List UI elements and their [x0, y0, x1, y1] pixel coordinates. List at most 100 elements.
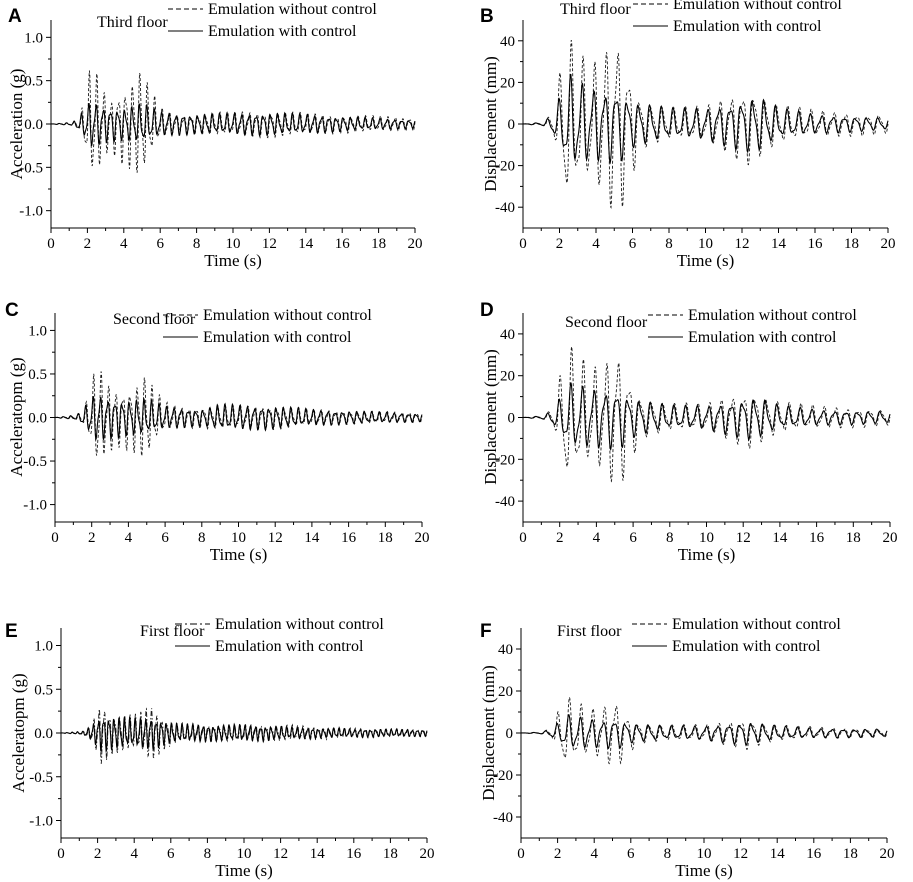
- legend-label: Emulation with control: [203, 329, 352, 346]
- x-tick-label: 16: [335, 236, 351, 252]
- legend-label: Emulation with control: [215, 638, 364, 655]
- y-axis-label: Acceleratopm (g): [7, 357, 26, 476]
- x-tick-label: 6: [629, 530, 637, 546]
- y-tick-label: 0: [506, 726, 514, 742]
- x-tick-label: 6: [161, 530, 169, 546]
- x-tick-label: 0: [519, 530, 527, 546]
- x-tick-label: 2: [88, 530, 96, 546]
- series-line-without-control: [522, 346, 891, 483]
- y-tick-label: 1.0: [34, 639, 53, 655]
- x-tick-label: 0: [51, 530, 59, 546]
- panel-letter: F: [480, 621, 492, 642]
- y-tick-label: 0.5: [34, 682, 53, 698]
- x-tick-label: 18: [844, 236, 859, 252]
- y-tick-label: -40: [495, 494, 515, 510]
- panel-letter: A: [8, 6, 22, 27]
- y-tick-label: 1.0: [28, 323, 47, 339]
- x-tick-label: 12: [273, 846, 288, 862]
- x-tick-label: 6: [629, 236, 637, 252]
- y-tick-label: 20: [500, 75, 515, 91]
- series-line-with-control: [60, 715, 428, 753]
- x-tick-label: 16: [806, 846, 822, 862]
- y-tick-label: 20: [498, 684, 513, 700]
- x-tick-label: 4: [125, 530, 133, 546]
- x-axis-label: Time (s): [215, 861, 272, 880]
- x-tick-label: 14: [310, 846, 326, 862]
- y-axis-label: Acceleration (g): [7, 69, 26, 180]
- x-tick-label: 14: [771, 236, 787, 252]
- panel-letter: E: [5, 621, 18, 642]
- x-tick-label: 8: [665, 236, 673, 252]
- x-tick-label: 16: [346, 846, 362, 862]
- x-tick-label: 6: [156, 236, 164, 252]
- legend-label: Emulation with control: [688, 329, 837, 346]
- legend-label: Emulation without control: [673, 0, 842, 13]
- legend-label: Emulation with control: [672, 638, 821, 655]
- x-tick-label: 10: [231, 530, 246, 546]
- y-tick-label: 40: [500, 327, 515, 343]
- y-tick-label: -0.5: [29, 770, 53, 786]
- x-tick-label: 2: [84, 236, 92, 252]
- panel-e: E 0 2 4 6 8 10 12 14 16 18 20 -1.0 -0.5 0.0 0.5 1.0 Time …: [5, 616, 435, 880]
- legend-label: Emulation without control: [203, 307, 372, 324]
- x-tick-label: 18: [371, 236, 386, 252]
- x-axis-label: Time (s): [675, 861, 732, 880]
- y-tick-label: -20: [495, 452, 515, 468]
- x-tick-label: 20: [883, 530, 898, 546]
- x-tick-label: 20: [408, 236, 423, 252]
- legend-label: Emulation without control: [672, 616, 841, 633]
- y-tick-label: 0.5: [24, 74, 43, 90]
- x-tick-label: 2: [556, 530, 564, 546]
- panel-letter: D: [480, 300, 494, 321]
- panel-b: B 0 2 4 6 8 10 12 14 16 18 20 -40 -20 0 20 40 Time (s) Dis…: [480, 0, 896, 270]
- x-tick-label: 10: [698, 236, 713, 252]
- series-line-with-control: [522, 73, 889, 165]
- y-tick-label: -1.0: [23, 498, 47, 514]
- y-tick-label: -0.5: [23, 454, 47, 470]
- x-tick-label: 20: [420, 846, 435, 862]
- x-tick-label: 12: [268, 530, 283, 546]
- x-tick-label: 18: [843, 846, 858, 862]
- x-tick-label: 0: [47, 236, 55, 252]
- x-axis-label: Time (s): [210, 545, 267, 564]
- x-tick-label: 14: [298, 236, 314, 252]
- floor-title: Second floor: [565, 314, 648, 331]
- x-tick-label: 12: [262, 236, 277, 252]
- series-line-without-control: [54, 371, 423, 456]
- y-axis-label: Displacement (mm): [481, 349, 500, 485]
- series-line-with-control: [520, 714, 888, 750]
- x-tick-label: 12: [735, 236, 750, 252]
- x-tick-label: 20: [880, 846, 895, 862]
- x-tick-label: 4: [120, 236, 128, 252]
- x-tick-label: 0: [517, 846, 525, 862]
- x-tick-label: 4: [592, 236, 600, 252]
- x-tick-label: 20: [881, 236, 896, 252]
- x-tick-label: 4: [593, 530, 601, 546]
- x-tick-label: 14: [304, 530, 320, 546]
- y-tick-label: 40: [500, 34, 515, 50]
- x-tick-label: 8: [193, 236, 201, 252]
- x-tick-label: 2: [94, 846, 102, 862]
- x-tick-label: 8: [664, 846, 672, 862]
- y-tick-label: 0.0: [34, 726, 53, 742]
- x-tick-label: 18: [846, 530, 861, 546]
- x-tick-label: 10: [226, 236, 241, 252]
- x-tick-label: 18: [378, 530, 393, 546]
- y-tick-label: -20: [495, 159, 515, 175]
- panel-f: F 0 2 4 6 8 10 12 14 16 18 20 -40 -20 0 20 40 Time (s) Dis…: [479, 616, 895, 880]
- panel-letter: B: [480, 6, 494, 27]
- y-tick-label: -0.5: [19, 160, 43, 176]
- y-tick-label: 0.5: [28, 367, 47, 383]
- y-tick-label: 0.0: [28, 411, 47, 427]
- x-tick-label: 8: [666, 530, 674, 546]
- y-tick-label: -1.0: [19, 204, 43, 220]
- x-tick-label: 2: [556, 236, 564, 252]
- series-line-with-control: [50, 102, 416, 147]
- x-axis-label: Time (s): [677, 251, 734, 270]
- x-tick-label: 6: [627, 846, 635, 862]
- x-tick-label: 18: [383, 846, 398, 862]
- series-line-without-control: [522, 39, 889, 209]
- panel-a: A 0 2 4 6 8 10 12 14 16 18 20 -1.0 -0.5 0.0 0.5 1.0 Time …: [7, 1, 423, 270]
- x-tick-label: 6: [167, 846, 175, 862]
- floor-title: Third floor: [97, 14, 168, 31]
